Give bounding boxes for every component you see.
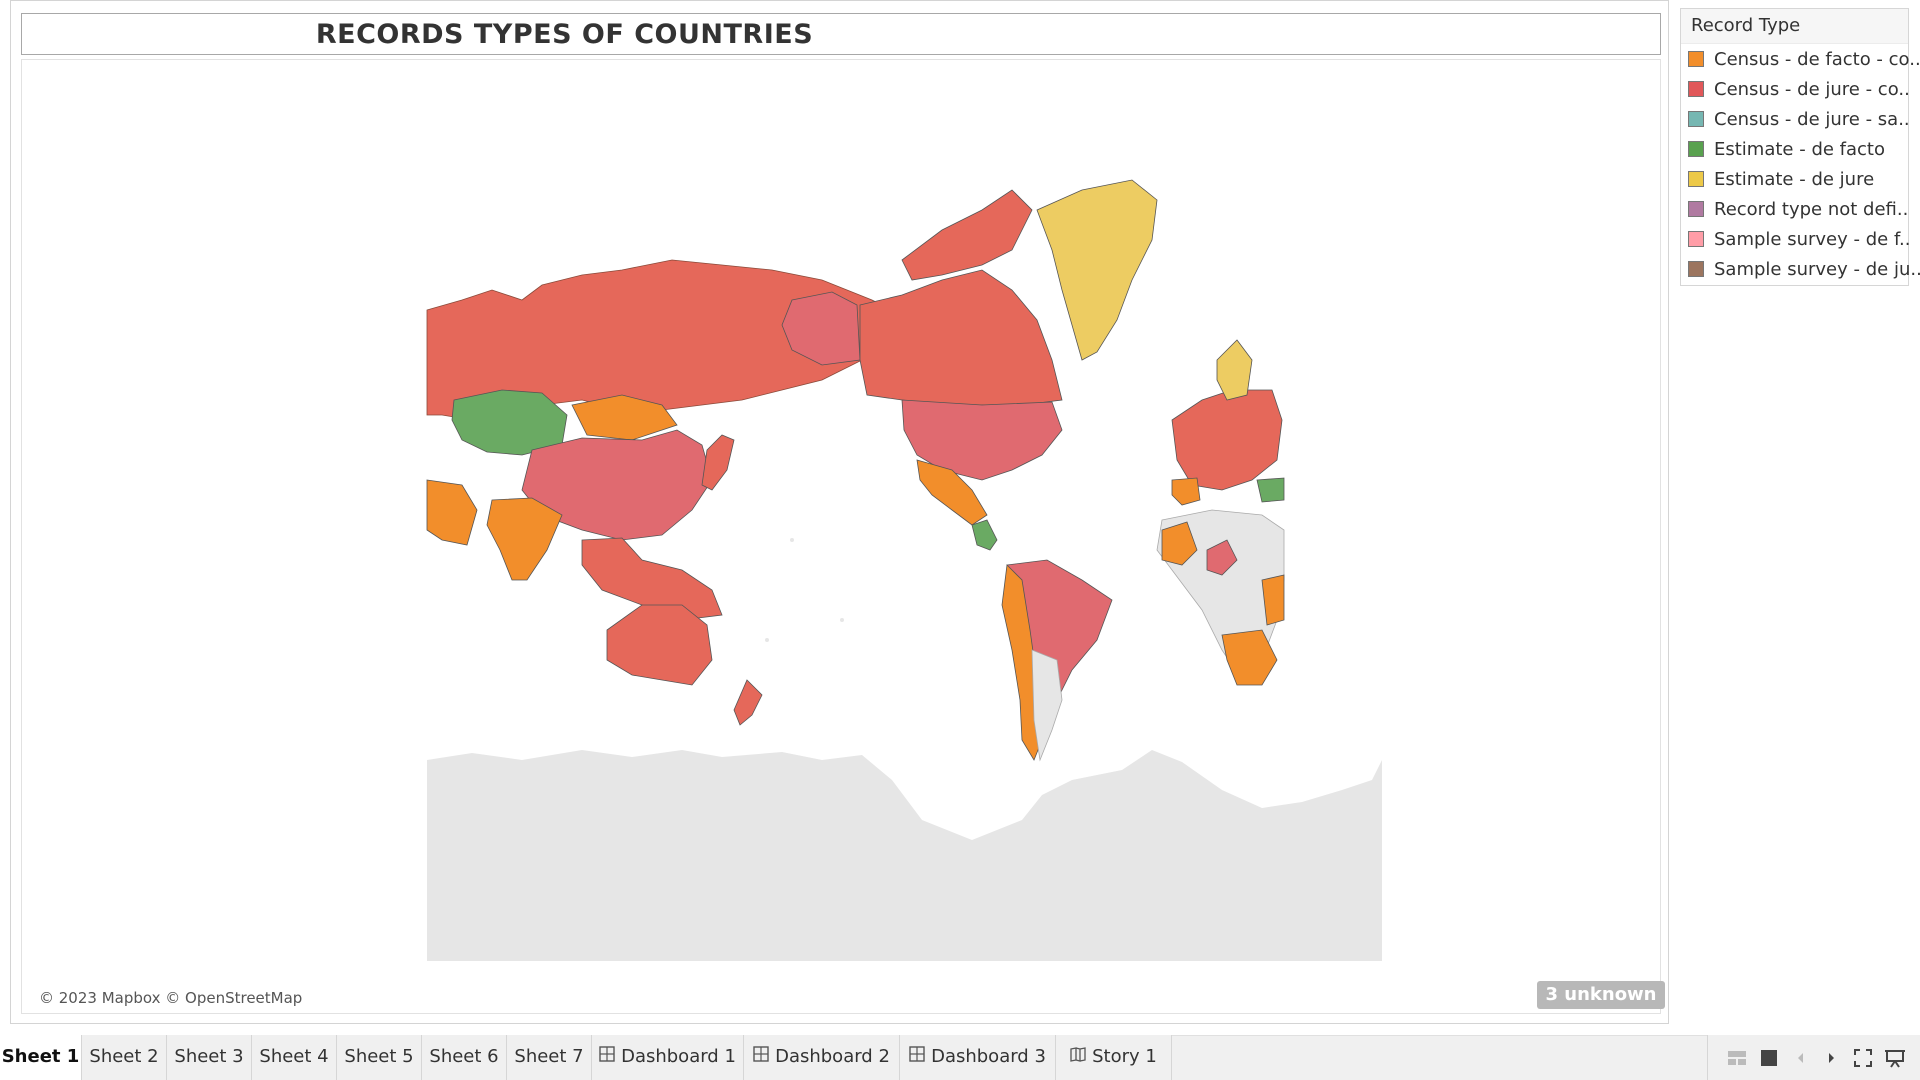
story-icon <box>1070 1035 1086 1079</box>
map-region-canadian-arctic[interactable] <box>901 189 1033 281</box>
legend-item[interactable]: Census - de facto - co.. <box>1681 44 1920 74</box>
map-view[interactable]: © 2023 Mapbox © OpenStreetMap 3 unknown <box>21 59 1665 1014</box>
tab-label: Sheet 7 <box>514 1046 584 1067</box>
tab-label: Dashboard 1 <box>621 1046 736 1067</box>
tab-label: Sheet 4 <box>259 1046 329 1067</box>
legend-item[interactable]: Census - de jure - co.. <box>1681 74 1910 104</box>
map-region-southern-africa[interactable] <box>1221 629 1278 686</box>
map-region-iberia[interactable] <box>1171 477 1201 506</box>
page-title: RECORDS TYPES OF COUNTRIES <box>315 19 814 50</box>
worksheet-view: RECORDS TYPES OF COUNTRIES <box>10 0 1669 1024</box>
color-legend: Record Type Census - de facto - co.. Cen… <box>1680 8 1920 286</box>
tab-sheet-3[interactable]: Sheet 3 <box>167 1035 252 1080</box>
tab-label: Sheet 3 <box>174 1046 244 1067</box>
legend-swatch <box>1688 261 1704 277</box>
sheet-tab-bar: Sheet 1 Sheet 2 Sheet 3 Sheet 4 Sheet 5 … <box>0 1035 1920 1080</box>
legend-item[interactable]: Record type not defi.. <box>1681 194 1908 224</box>
legend-swatch <box>1688 171 1704 187</box>
legend-swatch <box>1688 231 1704 247</box>
map-region-east-africa[interactable] <box>1261 574 1285 626</box>
legend-item[interactable]: Census - de jure - sa.. <box>1681 104 1910 134</box>
dashboard-icon <box>599 1035 615 1079</box>
legend-swatch <box>1688 81 1704 97</box>
map-region-central-america[interactable] <box>971 519 998 551</box>
title-box: RECORDS TYPES OF COUNTRIES <box>21 13 1661 55</box>
single-view-icon[interactable] <box>1758 1047 1780 1069</box>
legend-item[interactable]: Sample survey - de f.. <box>1681 224 1911 254</box>
map-region-eastern-europe[interactable] <box>1256 477 1285 503</box>
map-region-scandinavia[interactable] <box>1216 339 1253 401</box>
legend-label: Census - de facto - co.. <box>1714 49 1920 70</box>
map-region-south-america-west[interactable] <box>1001 564 1043 761</box>
legend-item[interactable]: Estimate - de jure <box>1681 164 1908 194</box>
map-region-mongolia[interactable] <box>571 394 678 441</box>
map-region-pacific-island[interactable] <box>840 618 844 622</box>
map-region-india[interactable] <box>486 497 563 581</box>
tab-label: Sheet 5 <box>344 1046 414 1067</box>
tab-label: Dashboard 2 <box>775 1046 890 1067</box>
map-region-argentina[interactable] <box>1031 649 1063 762</box>
legend-title: Record Type <box>1681 9 1908 44</box>
map-region-nigeria[interactable] <box>1206 539 1238 576</box>
dashboard-icon <box>753 1035 769 1079</box>
map-region-southeast-asia[interactable] <box>581 537 723 621</box>
map-region-pacific-island[interactable] <box>765 638 769 642</box>
map-region-new-zealand[interactable] <box>733 679 763 726</box>
legend-swatch <box>1688 111 1704 127</box>
dashboard-icon <box>909 1035 925 1079</box>
fullscreen-icon[interactable] <box>1852 1047 1874 1069</box>
sheet-navigation-controls <box>1707 1035 1920 1080</box>
tab-sheet-4[interactable]: Sheet 4 <box>252 1035 337 1080</box>
map-region-canada[interactable] <box>859 269 1063 406</box>
legend-swatch <box>1688 141 1704 157</box>
map-region-pacific-island[interactable] <box>790 538 794 542</box>
presentation-mode-icon[interactable] <box>1884 1047 1906 1069</box>
tab-label: Sheet 6 <box>429 1046 499 1067</box>
map-region-west-africa[interactable] <box>1161 521 1198 566</box>
legend-label: Census - de jure - sa.. <box>1714 109 1910 130</box>
grid-view-icon[interactable] <box>1726 1047 1748 1069</box>
tab-sheet-2[interactable]: Sheet 2 <box>82 1035 167 1080</box>
tab-dashboard-2[interactable]: Dashboard 2 <box>744 1035 900 1080</box>
tab-label: Sheet 2 <box>89 1046 159 1067</box>
legend-swatch <box>1688 201 1704 217</box>
legend-label: Estimate - de jure <box>1714 169 1875 190</box>
legend-label: Census - de jure - co.. <box>1714 79 1910 100</box>
tab-label: Sheet 1 <box>1 1046 80 1067</box>
legend-label: Sample survey - de f.. <box>1714 229 1911 250</box>
tab-dashboard-3[interactable]: Dashboard 3 <box>900 1035 1056 1080</box>
tab-label: Story 1 <box>1092 1046 1157 1067</box>
legend-item[interactable]: Estimate - de facto <box>1681 134 1908 164</box>
map-region-japan[interactable] <box>701 434 735 491</box>
tab-story-1[interactable]: Story 1 <box>1056 1035 1172 1080</box>
tab-sheet-7[interactable]: Sheet 7 <box>507 1035 592 1080</box>
map-region-alaska[interactable] <box>781 291 861 366</box>
legend-label: Record type not defi.. <box>1714 199 1909 220</box>
tab-dashboard-1[interactable]: Dashboard 1 <box>592 1035 744 1080</box>
map-region-kazakhstan[interactable] <box>451 389 568 456</box>
map-region-usa[interactable] <box>901 399 1063 481</box>
tab-sheet-5[interactable]: Sheet 5 <box>337 1035 422 1080</box>
map-attribution[interactable]: © 2023 Mapbox © OpenStreetMap <box>36 988 306 1008</box>
unknown-indicator[interactable]: 3 unknown <box>1537 981 1665 1009</box>
map-region-greenland[interactable] <box>1036 179 1158 361</box>
tab-sheet-1[interactable]: Sheet 1 <box>0 1035 82 1080</box>
map-region-australia[interactable] <box>606 604 713 686</box>
map-region-middle-east[interactable] <box>426 479 478 546</box>
legend-swatch <box>1688 51 1704 67</box>
map-region-antarctica[interactable] <box>427 750 1382 961</box>
world-map[interactable] <box>22 60 1660 1013</box>
previous-sheet-icon[interactable] <box>1790 1047 1812 1069</box>
next-sheet-icon[interactable] <box>1820 1047 1842 1069</box>
map-region-europe[interactable] <box>1171 389 1283 491</box>
legend-item[interactable]: Sample survey - de ju.. <box>1681 254 1920 284</box>
legend-label: Estimate - de facto <box>1714 139 1885 160</box>
legend-label: Sample survey - de ju.. <box>1714 259 1920 280</box>
tab-label: Dashboard 3 <box>931 1046 1046 1067</box>
tab-sheet-6[interactable]: Sheet 6 <box>422 1035 507 1080</box>
